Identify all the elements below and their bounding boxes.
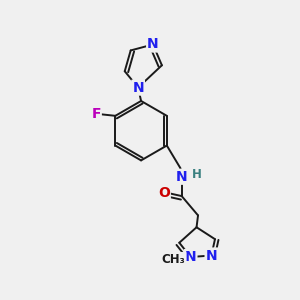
Text: F: F	[91, 107, 101, 121]
Text: CH₃: CH₃	[162, 253, 185, 266]
Text: O: O	[158, 186, 170, 200]
Text: N: N	[176, 170, 188, 184]
Text: H: H	[192, 168, 202, 181]
Text: N: N	[206, 248, 217, 262]
Text: N: N	[147, 38, 159, 52]
Text: N: N	[185, 250, 197, 264]
Text: N: N	[132, 81, 144, 94]
